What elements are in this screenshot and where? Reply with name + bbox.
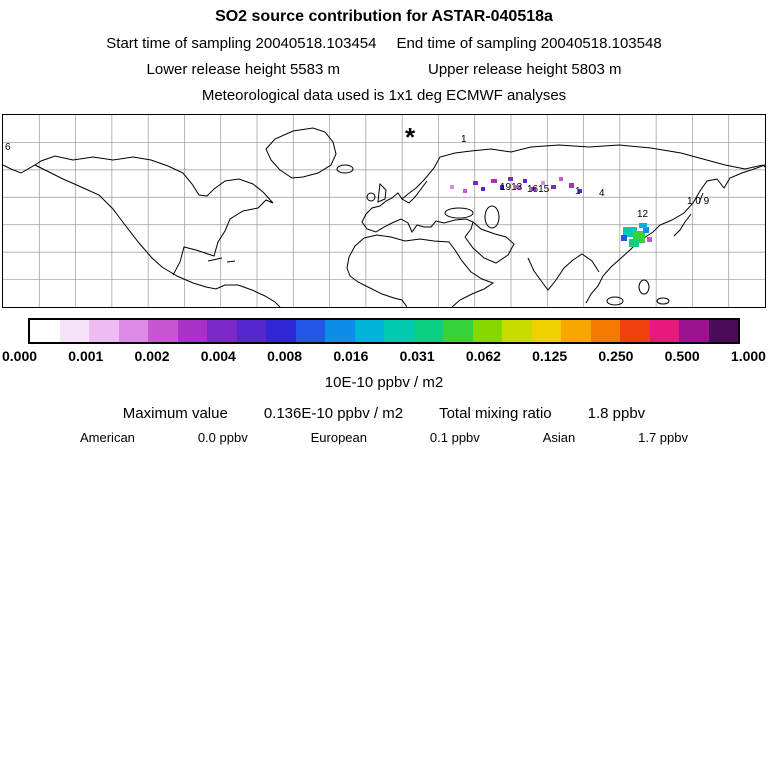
- concentration-pixel: [569, 183, 574, 188]
- concentration-pixels: [450, 177, 652, 247]
- concentration-pixel: [623, 227, 637, 237]
- colorbar-tick-label: 0.004: [200, 348, 236, 364]
- colorbar-segment: [531, 320, 561, 342]
- colorbar-segment: [207, 320, 237, 342]
- colorbar-segment: [148, 320, 178, 342]
- plot-title: SO2 source contribution for ASTAR-040518…: [215, 8, 553, 25]
- concentration-pixel: [515, 185, 521, 189]
- concentration-pixel: [639, 223, 647, 228]
- colorbar-tick-label: 0.250: [598, 348, 634, 364]
- stats-row-sources: American 0.0 ppbv European 0.1 ppbv Asian 1.7…: [0, 430, 768, 445]
- colorbar-segment: [118, 320, 148, 342]
- start-time-text: Start time of sampling 20040518.103454: [106, 35, 377, 52]
- concentration-pixel: [450, 185, 454, 189]
- colorbar-segment: [649, 320, 679, 342]
- colorbar-segment: [384, 320, 414, 342]
- colorbar-tick-label: 1.000: [730, 348, 766, 364]
- map-label: 1 0 9: [687, 196, 710, 207]
- concentration-pixel: [481, 187, 485, 191]
- met-data-text: Meteorological data used is 1x1 deg ECMW…: [201, 87, 567, 104]
- world-map-svg: [3, 115, 765, 307]
- sampling-location-marker: *: [405, 122, 416, 152]
- colorbar-segment: [708, 320, 738, 342]
- colorbar-tick-label: 0.016: [333, 348, 369, 364]
- colorbar-tick-label: 0.000: [2, 348, 38, 364]
- max-value-text: 0.136E-10 ppbv / m2: [263, 405, 404, 422]
- colorbar-tick-label: 0.500: [664, 348, 700, 364]
- source-name: Asian: [542, 430, 576, 445]
- sampling-times-line: Start time of sampling 20040518.103454 E…: [0, 34, 768, 54]
- colorbar-segment: [266, 320, 296, 342]
- colorbar-segment: [413, 320, 443, 342]
- map-label: 1: [575, 186, 581, 197]
- world-map-panel: 6 1 1913 1615 1 4 12 1 0 9 *: [2, 114, 766, 308]
- map-label: 1: [461, 134, 467, 145]
- colorbar-segment: [354, 320, 384, 342]
- colorbar-segment: [502, 320, 532, 342]
- concentration-pixel: [621, 235, 627, 241]
- concentration-pixel: [463, 189, 467, 193]
- colorbar-segment: [561, 320, 591, 342]
- colorbar-tick-label: 0.125: [532, 348, 568, 364]
- figure-header: SO2 source contribution for ASTAR-040518…: [0, 0, 768, 106]
- stats-row-max: Maximum value 0.136E-10 ppbv / m2 Total …: [0, 405, 768, 422]
- colorbar-segment: [679, 320, 709, 342]
- map-label: 1615: [527, 184, 550, 195]
- concentration-pixel: [559, 177, 563, 181]
- concentration-pixel: [578, 189, 582, 193]
- map-label: 6: [5, 142, 11, 153]
- colorbar-units-label: 10E-10 ppbv / m2: [324, 374, 444, 391]
- colorbar-segment: [295, 320, 325, 342]
- source-value: 0.0 ppbv: [197, 430, 248, 445]
- colorbar-segment: [30, 320, 60, 342]
- colorbar-tick-label: 0.031: [399, 348, 435, 364]
- colorbar-segment: [89, 320, 119, 342]
- map-label: 12: [637, 209, 649, 220]
- max-value-label: Maximum value: [122, 405, 228, 422]
- lower-release-height-text: Lower release height 5583 m: [146, 61, 340, 78]
- total-mixing-ratio-label: Total mixing ratio: [439, 405, 552, 422]
- colorbar-segment: [236, 320, 266, 342]
- upper-release-height-text: Upper release height 5803 m: [428, 61, 622, 78]
- colorbar-tick-label: 0.002: [134, 348, 170, 364]
- colorbar: [28, 318, 740, 344]
- map-label: 1913: [500, 182, 523, 193]
- concentration-pixel: [523, 179, 527, 183]
- concentration-pixel: [629, 239, 639, 247]
- concentration-pixel: [500, 185, 504, 190]
- source-value: 0.1 ppbv: [429, 430, 480, 445]
- total-mixing-ratio-value: 1.8 ppbv: [587, 405, 646, 422]
- colorbar-tick-label: 0.062: [465, 348, 501, 364]
- concentration-pixel: [473, 181, 478, 185]
- end-time-text: End time of sampling 20040518.103548: [396, 35, 662, 52]
- colorbar-segment: [325, 320, 355, 342]
- source-name: European: [310, 430, 367, 445]
- colorbar-tick-labels: 0.000 0.001 0.002 0.004 0.008 0.016 0.031 0.062…: [2, 348, 766, 364]
- concentration-pixel: [647, 237, 652, 242]
- colorbar-segment: [177, 320, 207, 342]
- colorbar-segment: [59, 320, 89, 342]
- concentration-pixel: [531, 187, 536, 191]
- colorbar-segment: [443, 320, 473, 342]
- colorbar-tick-label: 0.008: [267, 348, 303, 364]
- release-heights-line: Lower release height 5583 m Upper releas…: [0, 60, 768, 80]
- colorbar-tick-label: 0.001: [68, 348, 104, 364]
- source-value: 1.7 ppbv: [638, 430, 688, 445]
- colorbar-segment: [620, 320, 650, 342]
- concentration-pixel: [551, 185, 556, 189]
- concentration-pixel: [643, 227, 649, 233]
- source-name: American: [80, 430, 135, 445]
- colorbar-segment: [472, 320, 502, 342]
- map-label: 4: [599, 188, 605, 199]
- met-data-line: Meteorological data used is 1x1 deg ECMW…: [0, 86, 768, 106]
- concentration-pixel: [541, 181, 545, 185]
- concentration-pixel: [508, 177, 513, 181]
- colorbar-segment: [590, 320, 620, 342]
- coastlines: [3, 127, 765, 307]
- concentration-pixel: [491, 179, 497, 183]
